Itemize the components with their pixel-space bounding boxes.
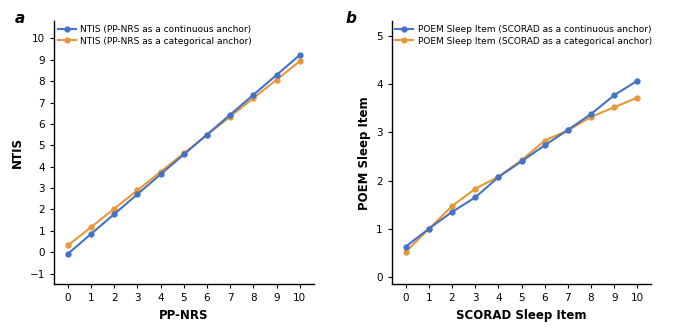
NTIS (PP-NRS as a categorical anchor) [249,96,258,100]
POEM Sleep Item (SCORAD as a categorical anchor) [633,96,641,100]
POEM Sleep Item (SCORAD as a categorical anchor) [425,227,433,231]
POEM Sleep Item (SCORAD as a continuous anchor) [517,159,525,163]
NTIS (PP-NRS as a categorical anchor) [110,206,119,210]
NTIS (PP-NRS as a continuous anchor) [157,172,165,176]
NTIS (PP-NRS as a continuous anchor) [134,192,142,196]
NTIS (PP-NRS as a categorical anchor) [87,225,95,229]
NTIS (PP-NRS as a continuous anchor) [226,113,234,117]
POEM Sleep Item (SCORAD as a categorical anchor) [401,250,410,254]
NTIS (PP-NRS as a continuous anchor) [273,73,281,77]
Y-axis label: NTIS: NTIS [11,137,24,168]
NTIS (PP-NRS as a continuous anchor) [64,252,72,256]
NTIS (PP-NRS as a continuous anchor) [87,232,95,236]
POEM Sleep Item (SCORAD as a continuous anchor) [495,175,503,179]
NTIS (PP-NRS as a categorical anchor) [273,78,281,82]
Text: b: b [345,11,356,26]
Legend: NTIS (PP-NRS as a continuous anchor), NTIS (PP-NRS as a categorical anchor): NTIS (PP-NRS as a continuous anchor), NT… [54,21,256,49]
NTIS (PP-NRS as a continuous anchor) [179,153,188,157]
NTIS (PP-NRS as a categorical anchor) [134,188,142,192]
NTIS (PP-NRS as a categorical anchor) [203,133,211,137]
X-axis label: PP-NRS: PP-NRS [159,309,208,322]
POEM Sleep Item (SCORAD as a continuous anchor) [564,128,572,132]
Line: POEM Sleep Item (SCORAD as a continuous anchor): POEM Sleep Item (SCORAD as a continuous … [403,78,640,249]
POEM Sleep Item (SCORAD as a continuous anchor) [633,79,641,83]
POEM Sleep Item (SCORAD as a categorical anchor) [564,129,572,133]
Text: a: a [15,11,25,26]
NTIS (PP-NRS as a continuous anchor) [249,93,258,97]
POEM Sleep Item (SCORAD as a continuous anchor) [587,112,595,116]
NTIS (PP-NRS as a continuous anchor) [203,133,211,137]
X-axis label: SCORAD Sleep Item: SCORAD Sleep Item [456,309,587,322]
POEM Sleep Item (SCORAD as a continuous anchor) [425,227,433,231]
POEM Sleep Item (SCORAD as a continuous anchor) [401,245,410,249]
Line: NTIS (PP-NRS as a continuous anchor): NTIS (PP-NRS as a continuous anchor) [66,53,302,256]
NTIS (PP-NRS as a categorical anchor) [226,115,234,119]
POEM Sleep Item (SCORAD as a categorical anchor) [471,187,480,191]
POEM Sleep Item (SCORAD as a categorical anchor) [448,204,456,208]
POEM Sleep Item (SCORAD as a categorical anchor) [610,105,619,109]
POEM Sleep Item (SCORAD as a continuous anchor) [610,93,619,97]
POEM Sleep Item (SCORAD as a categorical anchor) [495,175,503,179]
POEM Sleep Item (SCORAD as a continuous anchor) [448,210,456,214]
NTIS (PP-NRS as a categorical anchor) [64,243,72,247]
Line: POEM Sleep Item (SCORAD as a categorical anchor): POEM Sleep Item (SCORAD as a categorical… [403,95,640,254]
NTIS (PP-NRS as a categorical anchor) [296,59,304,63]
Line: NTIS (PP-NRS as a categorical anchor): NTIS (PP-NRS as a categorical anchor) [66,59,302,248]
Legend: POEM Sleep Item (SCORAD as a continuous anchor), POEM Sleep Item (SCORAD as a ca: POEM Sleep Item (SCORAD as a continuous … [392,21,656,49]
POEM Sleep Item (SCORAD as a continuous anchor) [471,195,480,199]
NTIS (PP-NRS as a continuous anchor) [110,212,119,216]
POEM Sleep Item (SCORAD as a categorical anchor) [540,139,549,143]
NTIS (PP-NRS as a categorical anchor) [179,152,188,156]
POEM Sleep Item (SCORAD as a continuous anchor) [540,144,549,148]
Y-axis label: POEM Sleep Item: POEM Sleep Item [358,96,371,210]
POEM Sleep Item (SCORAD as a categorical anchor) [517,158,525,162]
NTIS (PP-NRS as a categorical anchor) [157,170,165,174]
POEM Sleep Item (SCORAD as a categorical anchor) [587,115,595,119]
NTIS (PP-NRS as a continuous anchor) [296,53,304,57]
